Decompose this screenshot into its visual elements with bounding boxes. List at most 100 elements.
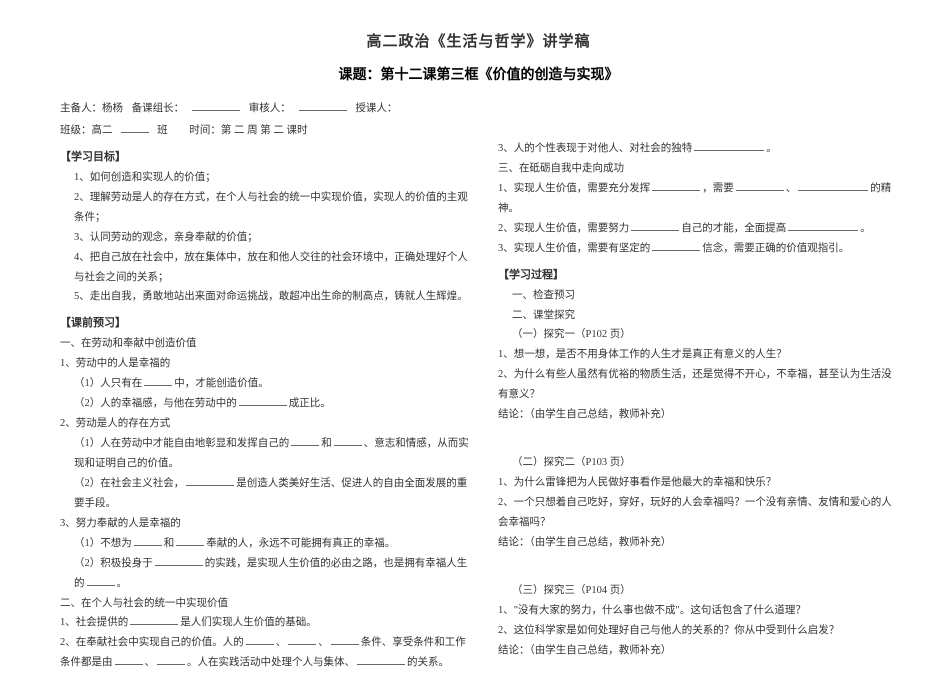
text-frag: （1）人在劳动中才能自由地彰显和发挥自己的: [74, 438, 289, 449]
blank-field: [87, 574, 115, 586]
meta-author: 主备人：杨杨: [60, 103, 123, 114]
outline-h1: 一、在劳动和奉献中创造价值: [60, 334, 470, 354]
explore-item: 2、为什么有些人虽然有优裕的物质生活，还是觉得不开心，不幸福，甚至认为生活没有意…: [498, 365, 897, 405]
explore-head: （三）探究三（P104 页）: [498, 581, 897, 601]
text-frag: 中，才能创造价值。: [174, 378, 269, 389]
text-frag: 1、实现人生价值，需要充分发挥: [498, 183, 650, 194]
explore-item: 2、一个只想着自己吃好，穿好，玩好的人会幸福吗？一个没有亲情、友情和爱心的人会幸…: [498, 493, 897, 533]
outline-h1: 二、在个人与社会的统一中实现价值: [60, 594, 470, 614]
outline-item: （2）积极投身于的实践，是实现人生价值的必由之路，也是拥有幸福人生的。: [60, 554, 470, 594]
blank-field: [288, 633, 316, 645]
text-frag: 奉献的人，永远不可能拥有真正的幸福。: [206, 538, 395, 549]
process-item: 二、课堂探究: [498, 306, 897, 326]
outline-item: 3、实现人生价值，需要有坚定的 信念，需要正确的价值观指引。: [498, 239, 897, 259]
text-frag: 3、实现人生价值，需要有坚定的: [498, 243, 650, 254]
goal-item: 4、把自己放在社会中，放在集体中，放在和他人交往的社会环境中，正确处理好个人与社…: [60, 248, 470, 288]
blank-field: [176, 534, 204, 546]
meta-class-a: 班级：高二: [60, 125, 113, 136]
section-goal-head: 【学习目标】: [60, 147, 470, 168]
process-item: 一、检查预习: [498, 286, 897, 306]
blank-field: [736, 179, 784, 191]
outline-item: （1）人只有在 中，才能创造价值。: [60, 374, 470, 394]
text-frag: 是人们实现人生价值的基础。: [180, 617, 317, 628]
text-frag: 1、社会提供的: [60, 617, 128, 628]
outline-h2: 2、劳动是人的存在方式: [60, 414, 470, 434]
meta-time: 时间：第 二 周 第 二 课时: [189, 125, 307, 136]
blank-field: [144, 374, 172, 386]
text-frag: （2）在社会主义社会，: [74, 478, 184, 489]
text-frag: 和: [321, 438, 332, 449]
section-pre-head: 【课前预习】: [60, 313, 470, 334]
outline-item: 3、人的个性表现于对他人、对社会的独特 。: [498, 139, 897, 159]
blank-field: [186, 474, 234, 486]
blank-field: [291, 434, 319, 446]
outline-h2: 3、努力奉献的人是幸福的: [60, 514, 470, 534]
text-frag: 和: [164, 538, 175, 549]
explore-item: 1、"没有大家的努力，什么事也做不成"。这句话包含了什么道理？: [498, 601, 897, 621]
text-frag: 的关系。: [407, 657, 449, 668]
blank-field: [694, 139, 764, 151]
blank-field: [788, 219, 858, 231]
two-column-layout: 主备人：杨杨 备课组长： 审核人： 授课人： 班级：高二 班 时间：第 二 周 …: [60, 99, 897, 673]
blank-field: [155, 554, 203, 566]
text-frag: 。: [766, 143, 777, 154]
explore-head: （二）探究二（P103 页）: [498, 453, 897, 473]
blank-field: [121, 121, 149, 133]
goal-item: 2、理解劳动是人的存在方式，在个人与社会的统一中实现价值，实现人的价值的主观条件…: [60, 188, 470, 228]
text-frag: （1）不想为: [74, 538, 132, 549]
blank-field: [798, 179, 868, 191]
outline-item: 2、实现人生价值，需要努力 自己的才能，全面提高 。: [498, 219, 897, 239]
text-frag: ，需要: [702, 183, 734, 194]
blank-field: [357, 653, 405, 665]
text-frag: 信念，需要正确的价值观指引。: [702, 243, 849, 254]
outline-item: （1）不想为 和 奉献的人，永远不可能拥有真正的幸福。: [60, 534, 470, 554]
meta-teacher: 授课人：: [355, 103, 397, 114]
blank-field: [239, 394, 287, 406]
text-frag: 成正比。: [289, 398, 331, 409]
goal-item: 5、走出自我，勇敢地站出来面对命运挑战，敢超冲出生命的制高点，铸就人生辉煌。: [60, 287, 470, 307]
text-frag: （2）积极投身于: [74, 558, 153, 569]
left-column: 主备人：杨杨 备课组长： 审核人： 授课人： 班级：高二 班 时间：第 二 周 …: [60, 99, 470, 673]
text-frag: 、: [276, 637, 287, 648]
outline-item: 2、在奉献社会中实现自己的价值。人的、、条件、享受条件和工作条件都是由、。人在实…: [60, 633, 470, 673]
blank-field: [115, 653, 143, 665]
text-frag: 、: [318, 637, 329, 648]
outline-item: （1）人在劳动中才能自由地彰显和发挥自己的和、意志和情感，从而实现和证明自己的价…: [60, 434, 470, 474]
text-frag: 3、人的个性表现于对他人、对社会的独特: [498, 143, 692, 154]
meta-reviewer: 审核人：: [249, 103, 291, 114]
explore-item: 1、为什么雷锋把为人民做好事看作是他最大的幸福和快乐？: [498, 473, 897, 493]
text-frag: （1）人只有在: [74, 378, 142, 389]
blank-field: [299, 99, 347, 111]
text-frag: 。: [117, 578, 128, 589]
blank-field: [130, 613, 178, 625]
meta-row-1: 主备人：杨杨 备课组长： 审核人： 授课人：: [60, 99, 470, 119]
outline-item: 1、社会提供的 是人们实现人生价值的基础。: [60, 613, 470, 633]
text-frag: 自己的才能，全面提高: [681, 223, 786, 234]
blank-field: [157, 653, 185, 665]
outline-item: （2）人的幸福感，与他在劳动中的 成正比。: [60, 394, 470, 414]
explore-conclusion: 结论：（由学生自己总结，教师补充）: [498, 405, 897, 425]
text-frag: 。人在实践活动中处理个人与集体、: [187, 657, 355, 668]
blank-field: [246, 633, 274, 645]
meta-class-b: 班: [157, 125, 168, 136]
blank-field: [652, 239, 700, 251]
text-frag: 。: [860, 223, 871, 234]
blank-field: [652, 179, 700, 191]
explore-item: 1、想一想，是否不用身体工作的人生才是真正有意义的人生？: [498, 345, 897, 365]
blank-field: [134, 534, 162, 546]
blank-field: [331, 633, 359, 645]
section-process-head: 【学习过程】: [498, 265, 897, 286]
page-subtitle: 课题：第十二课第三框《价值的创造与实现》: [60, 63, 897, 90]
blank-field: [192, 99, 240, 111]
text-frag: 、: [145, 657, 156, 668]
explore-head: （一）探究一（P102 页）: [498, 325, 897, 345]
explore-item: 2、这位科学家是如何处理好自己与他人的关系的？你从中受到什么启发？: [498, 621, 897, 641]
goal-item: 1、如何创造和实现人的价值；: [60, 168, 470, 188]
outline-item: 1、实现人生价值，需要充分发挥，需要、的精神。: [498, 179, 897, 219]
meta-row-2: 班级：高二 班 时间：第 二 周 第 二 课时: [60, 121, 470, 141]
outline-h2: 1、劳动中的人是幸福的: [60, 354, 470, 374]
outline-item: （2）在社会主义社会，是创造人类美好生活、促进人的自由全面发展的重要手段。: [60, 474, 470, 514]
text-frag: 2、实现人生价值，需要努力: [498, 223, 629, 234]
text-frag: （2）人的幸福感，与他在劳动中的: [74, 398, 237, 409]
meta-group-leader: 备课组长：: [132, 103, 185, 114]
